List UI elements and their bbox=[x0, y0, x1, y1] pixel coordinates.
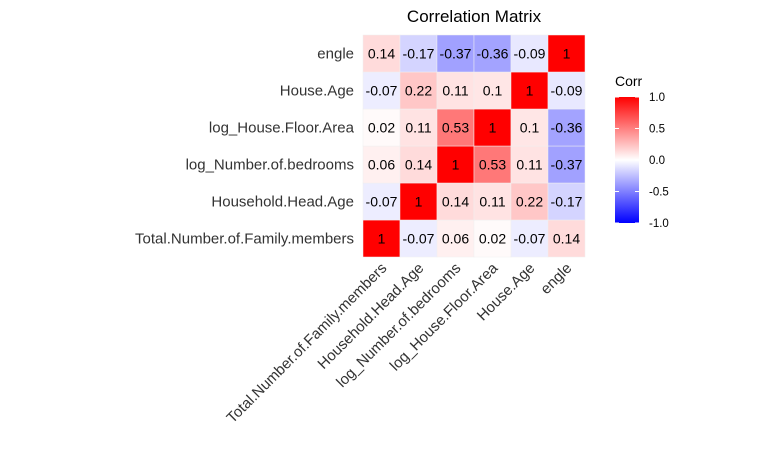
heatmap-cell bbox=[473, 145, 512, 184]
heatmap-cell bbox=[547, 219, 586, 258]
y-tick-label: log_Number.of.bedrooms bbox=[186, 157, 354, 174]
heatmap-cell bbox=[510, 145, 549, 184]
heatmap-cell bbox=[473, 108, 512, 147]
cell-value-label: 1 bbox=[415, 194, 423, 210]
heatmap-cell bbox=[436, 34, 475, 73]
cell-value-label: 0.11 bbox=[442, 83, 468, 99]
heatmap-cell bbox=[510, 34, 549, 73]
cell-value-label: 0.11 bbox=[516, 157, 542, 173]
heatmap-cell bbox=[547, 34, 586, 73]
heatmap-cell bbox=[362, 145, 401, 184]
y-tick-label: Household.Head.Age bbox=[211, 194, 354, 211]
heatmap-cell bbox=[510, 108, 549, 147]
cell-value-label: -0.37 bbox=[440, 46, 472, 62]
cell-value-label: -0.07 bbox=[403, 231, 435, 247]
heatmap-cell bbox=[510, 219, 549, 258]
heatmap-cell bbox=[510, 182, 549, 221]
x-tick-label: Total.Number.of.Family.members bbox=[223, 260, 390, 427]
cell-value-label: -0.09 bbox=[551, 83, 583, 99]
heatmap-cell bbox=[510, 71, 549, 110]
cell-value-label: 0.53 bbox=[479, 157, 506, 173]
cell-value-label: 0.14 bbox=[368, 46, 395, 62]
legend-title: Corr bbox=[615, 73, 643, 89]
cell-value-label: 0.11 bbox=[479, 194, 505, 210]
cell-value-label: 0.02 bbox=[368, 120, 395, 136]
cell-value-label: -0.07 bbox=[366, 83, 398, 99]
cell-value-label: -0.36 bbox=[477, 46, 509, 62]
heatmap-cell bbox=[362, 34, 401, 73]
cell-value-label: 0.1 bbox=[520, 120, 540, 136]
legend-tick-label: 0.0 bbox=[649, 155, 665, 167]
cell-value-label: 0.53 bbox=[442, 120, 469, 136]
cell-value-label: 0.06 bbox=[442, 231, 469, 247]
y-tick-label: log_House.Floor.Area bbox=[209, 120, 355, 137]
heatmap-cell bbox=[399, 145, 438, 184]
chart-title: Correlation Matrix bbox=[407, 7, 542, 26]
y-tick-label: House.Age bbox=[280, 83, 354, 100]
cell-value-label: -0.07 bbox=[514, 231, 546, 247]
heatmap-cell bbox=[399, 71, 438, 110]
color-legend: Corr 1.0 0.5 0.0 -0.5 -1.0 bbox=[615, 73, 669, 230]
cell-value-label: -0.36 bbox=[551, 120, 583, 136]
cell-value-label: -0.17 bbox=[403, 46, 435, 62]
heatmap-cell bbox=[399, 108, 438, 147]
heatmap-cells: 1 -0.07 0.06 0.02 -0.07 0.14-0.07 1 0.14 0.11 0.2… bbox=[362, 34, 586, 258]
cell-value-label: -0.09 bbox=[514, 46, 546, 62]
heatmap-cell bbox=[547, 145, 586, 184]
x-tick-label: engle bbox=[537, 260, 575, 298]
y-tick-label: Total.Number.of.Family.members bbox=[135, 231, 354, 248]
heatmap-cell bbox=[436, 108, 475, 147]
cell-value-label: -0.37 bbox=[551, 157, 583, 173]
cell-value-label: 0.14 bbox=[405, 157, 432, 173]
heatmap-cell bbox=[547, 108, 586, 147]
heatmap-cell bbox=[362, 219, 401, 258]
cell-value-label: 0.1 bbox=[483, 83, 503, 99]
cell-value-label: 0.22 bbox=[516, 194, 543, 210]
heatmap-cell bbox=[436, 145, 475, 184]
heatmap-cell bbox=[362, 182, 401, 221]
heatmap-cell bbox=[436, 71, 475, 110]
heatmap-cell bbox=[399, 34, 438, 73]
legend-tick-label: 1.0 bbox=[649, 92, 665, 104]
cell-value-label: 0.02 bbox=[479, 231, 506, 247]
cell-value-label: 1 bbox=[563, 46, 571, 62]
cell-value-label: -0.17 bbox=[551, 194, 583, 210]
heatmap-cell bbox=[473, 182, 512, 221]
cell-value-label: 0.14 bbox=[442, 194, 469, 210]
cell-value-label: 1 bbox=[452, 157, 460, 173]
cell-value-label: 1 bbox=[489, 120, 497, 136]
y-tick-label: engle bbox=[317, 46, 354, 63]
legend-tick-label: 0.5 bbox=[649, 124, 665, 136]
y-axis-labels: Total.Number.of.Family.members Household.… bbox=[135, 46, 355, 248]
cell-value-label: 1 bbox=[526, 83, 534, 99]
cell-value-label: 0.14 bbox=[553, 231, 580, 247]
heatmap-cell bbox=[547, 182, 586, 221]
legend-ticks: 1.0 0.5 0.0 -0.5 -1.0 bbox=[615, 92, 669, 230]
x-axis-labels: Total.Number.of.Family.membersHousehold.… bbox=[223, 259, 575, 426]
cell-value-label: 0.11 bbox=[405, 120, 431, 136]
cell-value-label: -0.07 bbox=[366, 194, 398, 210]
heatmap-cell bbox=[547, 71, 586, 110]
cell-value-label: 0.22 bbox=[405, 83, 432, 99]
legend-tick-label: -0.5 bbox=[649, 187, 669, 199]
cell-value-label: 0.06 bbox=[368, 157, 395, 173]
cell-value-label: 1 bbox=[378, 231, 386, 247]
legend-tick-label: -1.0 bbox=[649, 218, 669, 230]
